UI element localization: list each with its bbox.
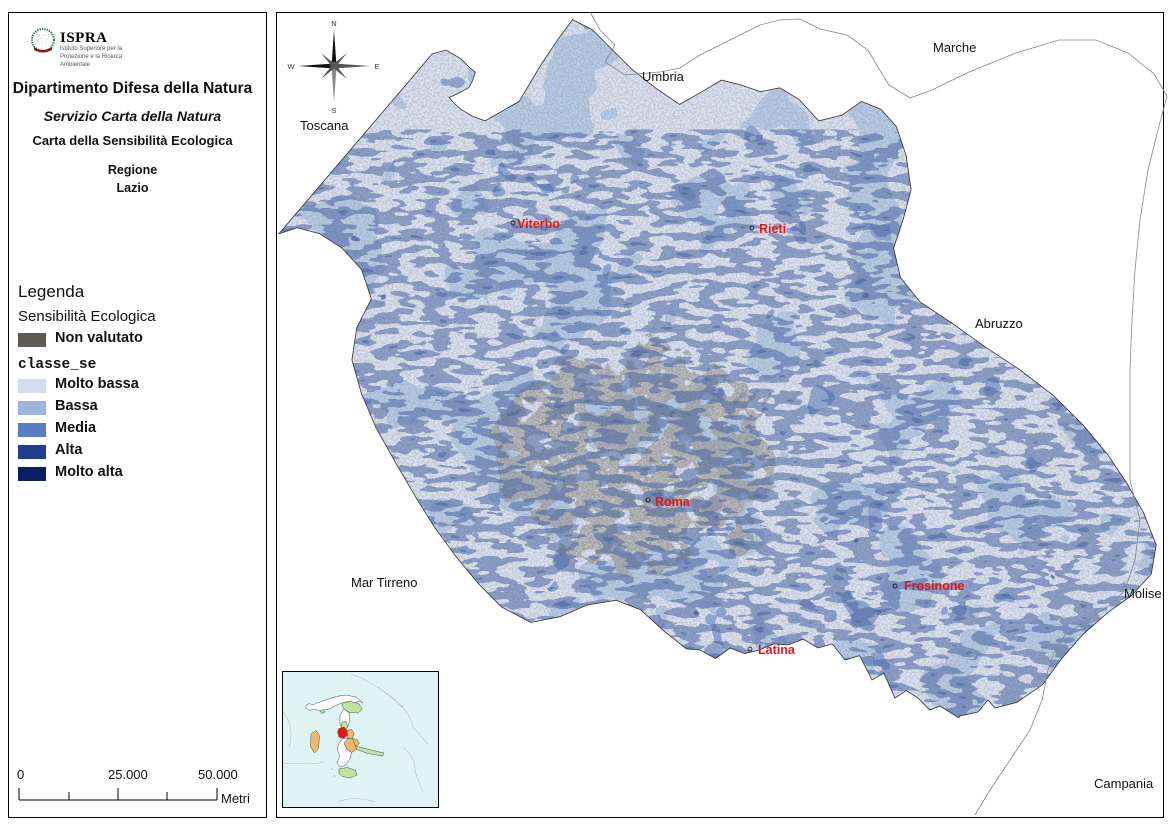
svg-text:Roma: Roma xyxy=(655,495,691,509)
svg-text:Viterbo: Viterbo xyxy=(517,217,560,231)
svg-text:Umbria: Umbria xyxy=(642,69,685,84)
svg-text:Latina: Latina xyxy=(758,643,796,657)
svg-text:E: E xyxy=(374,62,379,71)
svg-text:Marche: Marche xyxy=(933,40,976,55)
svg-text:S: S xyxy=(331,106,336,115)
svg-text:Frosinone: Frosinone xyxy=(904,579,964,593)
svg-text:Abruzzo: Abruzzo xyxy=(975,316,1023,331)
svg-text:Molise: Molise xyxy=(1124,586,1162,601)
svg-text:W: W xyxy=(287,62,295,71)
svg-text:Campania: Campania xyxy=(1094,776,1154,791)
svg-text:Toscana: Toscana xyxy=(300,118,349,133)
svg-text:N: N xyxy=(331,19,336,28)
svg-text:Mar Tirreno: Mar Tirreno xyxy=(351,575,417,590)
svg-text:Rieti: Rieti xyxy=(759,222,786,236)
